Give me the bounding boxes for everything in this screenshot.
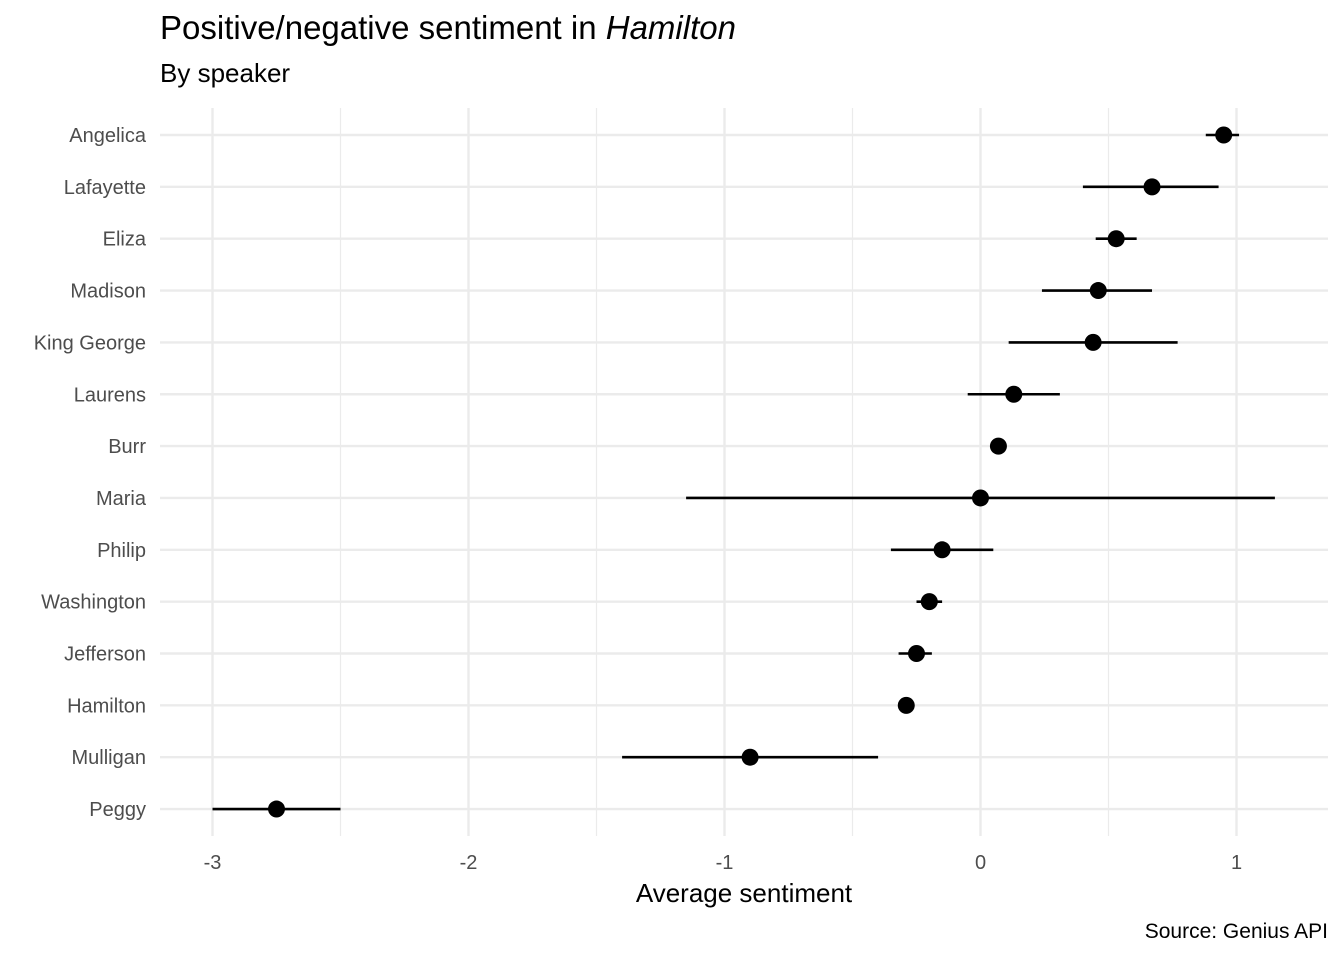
data-point: [741, 748, 759, 766]
data-point: [1089, 282, 1107, 300]
data-point: [908, 645, 925, 662]
chart-title: Positive/negative sentiment in Hamilton: [160, 8, 736, 48]
y-tick-label: King George: [34, 332, 146, 354]
data-point: [933, 541, 951, 559]
y-tick-label: Angelica: [69, 125, 147, 147]
data-point: [268, 800, 285, 818]
chart-caption: Source: Genius API: [1144, 920, 1328, 943]
y-tick-label: Madison: [70, 281, 146, 303]
y-tick-label: Peggy: [89, 799, 146, 821]
y-tick-label: Philip: [97, 540, 146, 562]
data-point: [1005, 385, 1023, 403]
y-tick-label: Jefferson: [64, 644, 146, 666]
y-tick-label: Washington: [41, 592, 146, 614]
x-tick-label: -2: [460, 852, 478, 874]
y-tick-label: Eliza: [103, 229, 147, 251]
data-point: [1084, 333, 1102, 351]
y-tick-label: Burr: [108, 436, 146, 458]
y-tick-label: Mulligan: [72, 747, 146, 769]
y-tick-label: Laurens: [74, 384, 146, 406]
data-point: [1215, 126, 1233, 144]
y-tick-label: Hamilton: [67, 695, 146, 717]
x-tick-label: 0: [975, 852, 986, 874]
data-point: [989, 437, 1007, 455]
chart-subtitle: By speaker: [160, 58, 291, 88]
chart-title-text: Positive/negative sentiment in: [160, 9, 606, 46]
y-tick-label: Maria: [96, 488, 147, 510]
chart-title-italic: Hamilton: [605, 9, 736, 46]
data-point: [1143, 178, 1161, 196]
data-point: [972, 489, 989, 507]
data-point: [920, 593, 938, 611]
y-tick-label: Lafayette: [64, 177, 146, 199]
data-point: [897, 696, 915, 714]
point-layer: [268, 126, 1233, 818]
x-tick-label: -3: [204, 852, 222, 874]
data-point: [1107, 230, 1125, 248]
grid-layer: [160, 108, 1328, 836]
x-axis-title: Average sentiment: [636, 878, 853, 908]
label-layer: -3 -2 -1 0 1 Angelica Lafayette Eliza Madison Kin…: [34, 125, 1242, 874]
x-tick-label: 1: [1231, 852, 1242, 874]
x-tick-label: -1: [716, 852, 734, 874]
